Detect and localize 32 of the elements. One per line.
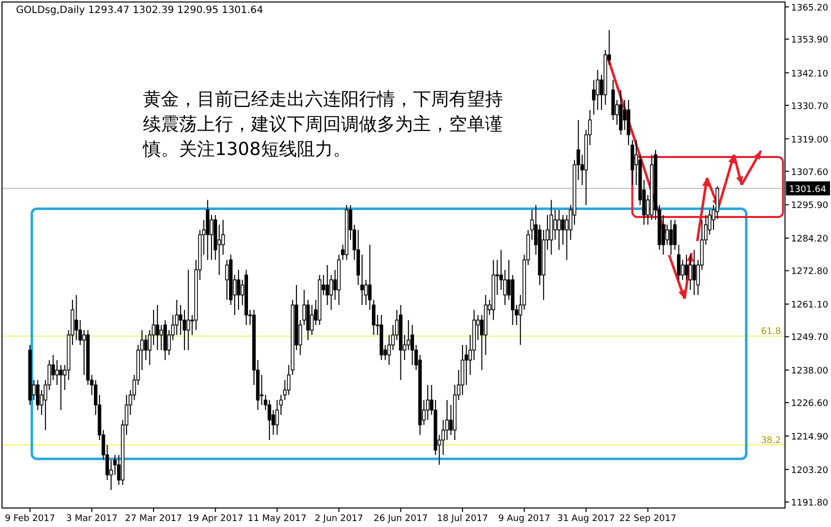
- annotation: 38.2: [760, 436, 781, 446]
- x-tick-label: 27 Mar 2017: [125, 514, 182, 524]
- annotation: GOLDsg,Daily 1293.47 1302.39 1290.95 1301.64: [16, 5, 264, 16]
- y-tick-label: 1342.10: [791, 69, 828, 80]
- y-tick-label: 1330.70: [791, 102, 828, 112]
- y-tick-label: 1226.60: [791, 399, 828, 410]
- x-tick-label: 9 Feb 2017: [4, 514, 56, 524]
- y-tick-label: 1249.70: [791, 333, 828, 344]
- y-tick-label: 1203.20: [791, 466, 828, 476]
- x-tick-label: 31 Aug 2017: [557, 514, 615, 524]
- y-tick-label: 1272.80: [791, 267, 828, 278]
- note: 黄金，目前已经走出六连阳行情，下周有望持续震荡上行，建议下周回调做多为主，空单谨慎。关注1308短线阻力。: [143, 88, 504, 162]
- y-tick-label: 1295.90: [791, 201, 828, 212]
- x-tick-label: 9 Aug 2017: [498, 514, 550, 524]
- y-tick-label: 1319.00: [791, 135, 828, 146]
- y-tick-label: 1214.90: [791, 432, 828, 443]
- y-tick-label: 1191.80: [791, 498, 828, 509]
- y-tick-label: 1284.20: [791, 234, 828, 245]
- y-tick-label: 1353.90: [791, 36, 828, 46]
- y-tick-label: 1261.10: [791, 300, 828, 311]
- x-tick-label: 19 Apr 2017: [188, 514, 244, 524]
- x-tick-label: 18 Jul 2017: [437, 514, 488, 524]
- x-tick-label: 22 Sep 2017: [619, 514, 676, 524]
- annotation: 61.8: [760, 327, 782, 338]
- y-tick-label: 1238.00: [791, 366, 828, 377]
- x-tick-label: 2 Jun 2017: [314, 514, 364, 524]
- y-tick-label: 1307.60: [791, 168, 828, 178]
- x-tick-label: 11 May 2017: [248, 514, 306, 524]
- x-tick-label: 26 Jun 2017: [374, 514, 428, 524]
- x-tick-label: 3 Mar 2017: [66, 514, 118, 524]
- y-tick-label: 1365.20: [791, 3, 828, 14]
- ref-line-label: 1301.64: [789, 184, 826, 195]
